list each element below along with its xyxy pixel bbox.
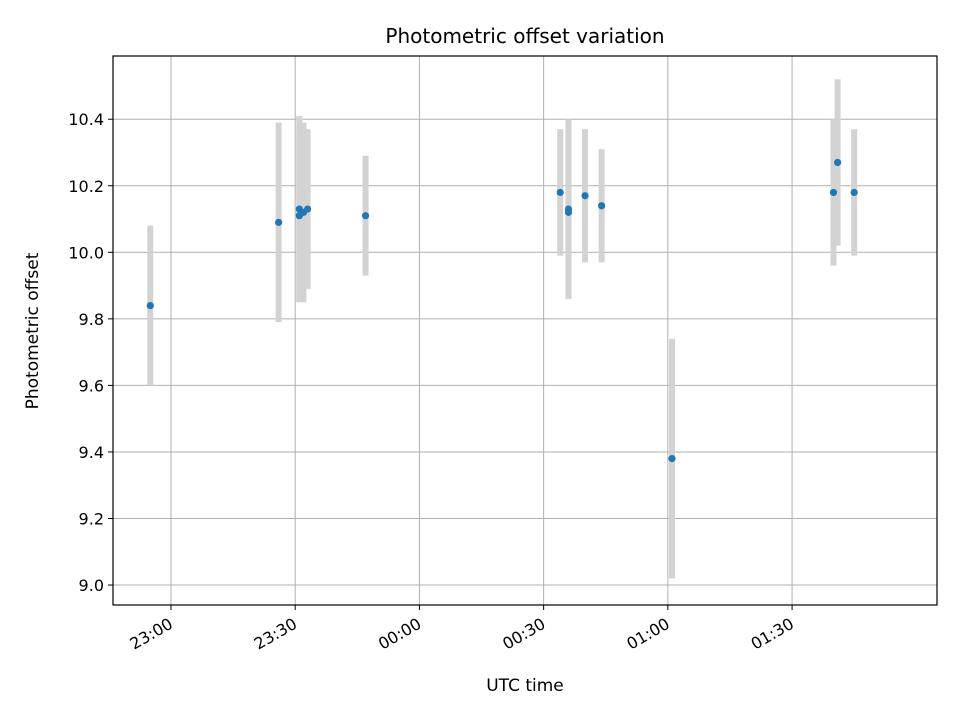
y-axis-label: Photometric offset bbox=[23, 252, 43, 409]
grid-lines bbox=[113, 56, 937, 605]
y-tick-label: 9.2 bbox=[79, 509, 104, 528]
chart-title: Photometric offset variation bbox=[385, 24, 664, 48]
data-point bbox=[564, 205, 573, 213]
y-tick-label: 9.8 bbox=[79, 310, 104, 329]
data-point bbox=[668, 455, 676, 463]
y-axis-ticks: 9.0 9.2 9.4 9.6 9.8 10.0 10.2 10.4 bbox=[68, 110, 113, 595]
data-point bbox=[581, 192, 589, 200]
data-point bbox=[834, 158, 842, 167]
y-tick-label: 10.4 bbox=[68, 110, 104, 129]
x-axis-label: UTC time bbox=[486, 676, 564, 696]
plot-frame bbox=[112, 55, 938, 606]
data-point bbox=[598, 202, 606, 210]
y-tick-label: 9.6 bbox=[79, 376, 104, 395]
data-point bbox=[829, 188, 838, 197]
y-tick-label: 9.4 bbox=[79, 443, 104, 462]
data-point bbox=[850, 188, 858, 197]
data-point bbox=[304, 205, 312, 213]
data-point bbox=[361, 212, 370, 220]
y-tick-label: 10.2 bbox=[68, 177, 104, 196]
y-tick-label: 10.0 bbox=[68, 243, 104, 262]
data-point bbox=[146, 301, 154, 310]
data-point bbox=[556, 188, 564, 197]
y-tick-label: 9.0 bbox=[79, 576, 104, 595]
data-points bbox=[146, 158, 858, 463]
data-point bbox=[275, 218, 283, 226]
